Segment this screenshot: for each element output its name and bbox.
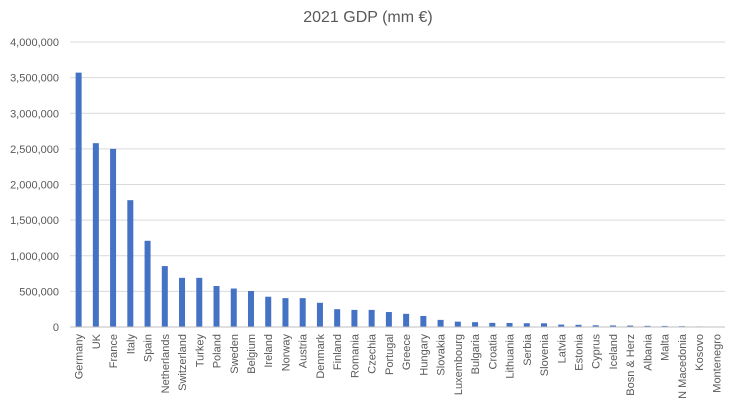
x-tick-label: Bosn & Herz	[625, 334, 637, 396]
x-tick-label: Greece	[401, 334, 413, 370]
x-tick-label: Romania	[349, 333, 361, 378]
bar-lithuania	[506, 323, 513, 327]
x-tick-label: Montenegro	[711, 334, 723, 393]
x-tick-label: Albania	[642, 333, 654, 371]
x-tick-label: Norway	[280, 334, 292, 372]
x-tick-label: Denmark	[315, 334, 327, 379]
y-axis-ticks: 0 500,000 1,000,000 1,500,000 2,000,000 2,500…	[10, 37, 59, 334]
x-tick-label: Germany	[74, 334, 86, 380]
chart-title: 2021 GDP (mm €)	[303, 9, 433, 26]
x-tick-label: Luxembourg	[453, 334, 465, 395]
bar-switzerland	[179, 277, 186, 327]
bar-bosn-herz	[627, 325, 634, 327]
y-tick-label: 1,000,000	[10, 251, 59, 263]
y-tick-label: 2,500,000	[10, 144, 59, 156]
x-tick-label: Turkey	[194, 334, 206, 368]
bar-latvia	[558, 324, 565, 327]
bar-poland	[213, 286, 220, 327]
x-tick-label: Sweden	[229, 334, 241, 374]
y-tick-label: 4,000,000	[10, 37, 59, 49]
x-tick-label: Slovakia	[436, 333, 448, 375]
x-tick-label: Slovenia	[539, 333, 551, 376]
x-tick-label: Serbia	[522, 333, 534, 366]
bar-denmark	[316, 302, 323, 327]
bar-france	[110, 148, 117, 327]
bar-romania	[351, 309, 358, 327]
x-tick-label: UK	[91, 333, 103, 349]
bar-belgium	[247, 291, 254, 327]
x-axis-ticks: Germany UK France Italy Spain Netherlands Swit…	[74, 333, 724, 399]
bar-croatia	[489, 322, 496, 327]
x-tick-label: N Macedonia	[677, 333, 689, 399]
x-tick-label: Portugal	[384, 334, 396, 375]
bar-bulgaria	[472, 322, 479, 327]
bar-netherlands	[161, 266, 168, 327]
bar-iceland	[609, 325, 616, 327]
x-tick-label: Bulgaria	[470, 333, 482, 374]
bar-cyprus	[592, 325, 599, 327]
bar-slovakia	[437, 319, 444, 327]
bar-albania	[644, 325, 651, 327]
x-tick-label: France	[108, 334, 120, 368]
bar-serbia	[523, 323, 530, 327]
bar-austria	[299, 298, 306, 327]
x-tick-label: Cyprus	[591, 334, 603, 369]
bar-turkey	[196, 277, 203, 327]
bar-uk	[92, 143, 99, 327]
bar-italy	[127, 200, 134, 327]
x-tick-label: Belgium	[246, 334, 258, 374]
y-tick-label: 2,000,000	[10, 180, 59, 192]
x-tick-label: Switzerland	[177, 334, 189, 391]
y-tick-label: 500,000	[19, 286, 59, 298]
x-tick-label: Latvia	[556, 333, 568, 363]
x-tick-label: Estonia	[573, 333, 585, 371]
x-tick-label: Poland	[212, 334, 224, 368]
bars	[75, 72, 720, 327]
x-tick-label: Spain	[143, 334, 155, 362]
x-tick-label: Italy	[125, 334, 137, 355]
bar-norway	[282, 298, 289, 327]
bar-germany	[75, 72, 82, 327]
bar-hungary	[420, 315, 427, 327]
bar-ireland	[265, 296, 272, 327]
x-tick-label: Lithuania	[505, 333, 517, 379]
gridlines	[70, 41, 725, 292]
x-tick-label: Croatia	[487, 333, 499, 369]
y-tick-label: 1,500,000	[10, 215, 59, 227]
bar-slovenia	[541, 323, 548, 327]
x-tick-label: Czechia	[367, 333, 379, 374]
bar-sweden	[230, 288, 237, 327]
x-tick-label: Iceland	[608, 334, 620, 369]
bar-czechia	[368, 309, 375, 327]
bar-spain	[144, 240, 151, 327]
bar-estonia	[575, 324, 582, 327]
bar-greece	[403, 313, 410, 327]
x-tick-label: Austria	[298, 333, 310, 368]
x-tick-label: Hungary	[418, 334, 430, 376]
x-tick-label: Finland	[332, 334, 344, 370]
y-tick-label: 3,500,000	[10, 73, 59, 85]
bar-luxembourg	[454, 321, 461, 327]
bar-finland	[334, 309, 341, 327]
x-tick-label: Netherlands	[160, 334, 172, 394]
x-tick-label: Ireland	[263, 334, 275, 368]
y-tick-label: 0	[53, 322, 59, 334]
x-tick-label: Malta	[660, 333, 672, 361]
bar-malta	[661, 325, 668, 327]
x-tick-label: Kosovo	[694, 334, 706, 371]
bar-portugal	[385, 312, 392, 327]
y-tick-label: 3,000,000	[10, 108, 59, 120]
